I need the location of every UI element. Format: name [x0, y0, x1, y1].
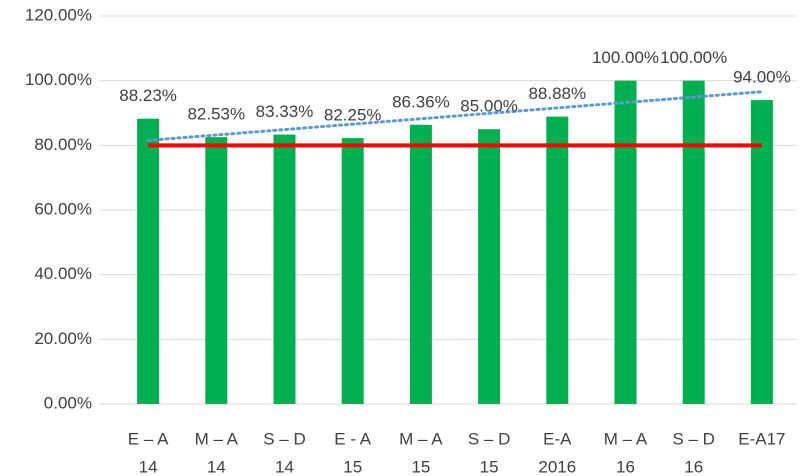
- bar: [546, 116, 569, 404]
- bar: [682, 80, 705, 405]
- x-tick-label: E - A: [334, 429, 372, 448]
- x-tick-label: E – A: [128, 429, 169, 448]
- x-tick-label: 14: [207, 457, 226, 476]
- bar: [273, 134, 296, 404]
- x-tick-label: 15: [411, 457, 430, 476]
- x-tick-label: S – D: [672, 429, 715, 448]
- y-tick-label: 80.00%: [34, 135, 92, 154]
- y-tick-label: 0.00%: [44, 393, 92, 412]
- x-tick-label: M – A: [195, 429, 239, 448]
- trendline: [146, 90, 764, 142]
- bar: [409, 124, 432, 404]
- x-tick-label: M – A: [399, 429, 443, 448]
- data-label: 100.00%: [592, 48, 659, 67]
- x-tick-label: 16: [684, 457, 703, 476]
- x-tick-label: 14: [139, 457, 158, 476]
- data-label: 82.53%: [187, 105, 245, 124]
- bar: [478, 129, 501, 404]
- x-tick-label: E-A: [543, 429, 572, 448]
- data-label: 85.00%: [460, 97, 518, 116]
- bar: [205, 137, 228, 404]
- bar: [137, 118, 160, 405]
- x-tick-label: E-A17: [738, 429, 785, 448]
- x-tick-label: M – A: [604, 429, 648, 448]
- data-label: 88.88%: [528, 84, 586, 103]
- data-label: 83.33%: [256, 102, 314, 121]
- y-tick-label: 20.00%: [34, 329, 92, 348]
- x-tick-label: S – D: [468, 429, 511, 448]
- data-label: 100.00%: [660, 48, 727, 67]
- y-tick-label: 120.00%: [25, 5, 92, 24]
- y-tick-label: 60.00%: [34, 199, 92, 218]
- data-label: 86.36%: [392, 92, 450, 111]
- data-label: 82.25%: [324, 106, 382, 125]
- x-tick-label: 15: [480, 457, 499, 476]
- x-tick-label: S – D: [263, 429, 306, 448]
- data-label: 88.23%: [119, 86, 177, 105]
- x-tick-label: 14: [275, 457, 294, 476]
- bar: [341, 138, 364, 404]
- x-tick-label: 2016: [538, 457, 576, 476]
- data-label: 94.00%: [733, 68, 791, 87]
- y-tick-label: 100.00%: [25, 70, 92, 89]
- y-tick-label: 40.00%: [34, 264, 92, 283]
- x-tick-label: 15: [343, 457, 362, 476]
- bar: [614, 80, 637, 405]
- x-tick-label: 16: [616, 457, 635, 476]
- bar: [750, 100, 773, 405]
